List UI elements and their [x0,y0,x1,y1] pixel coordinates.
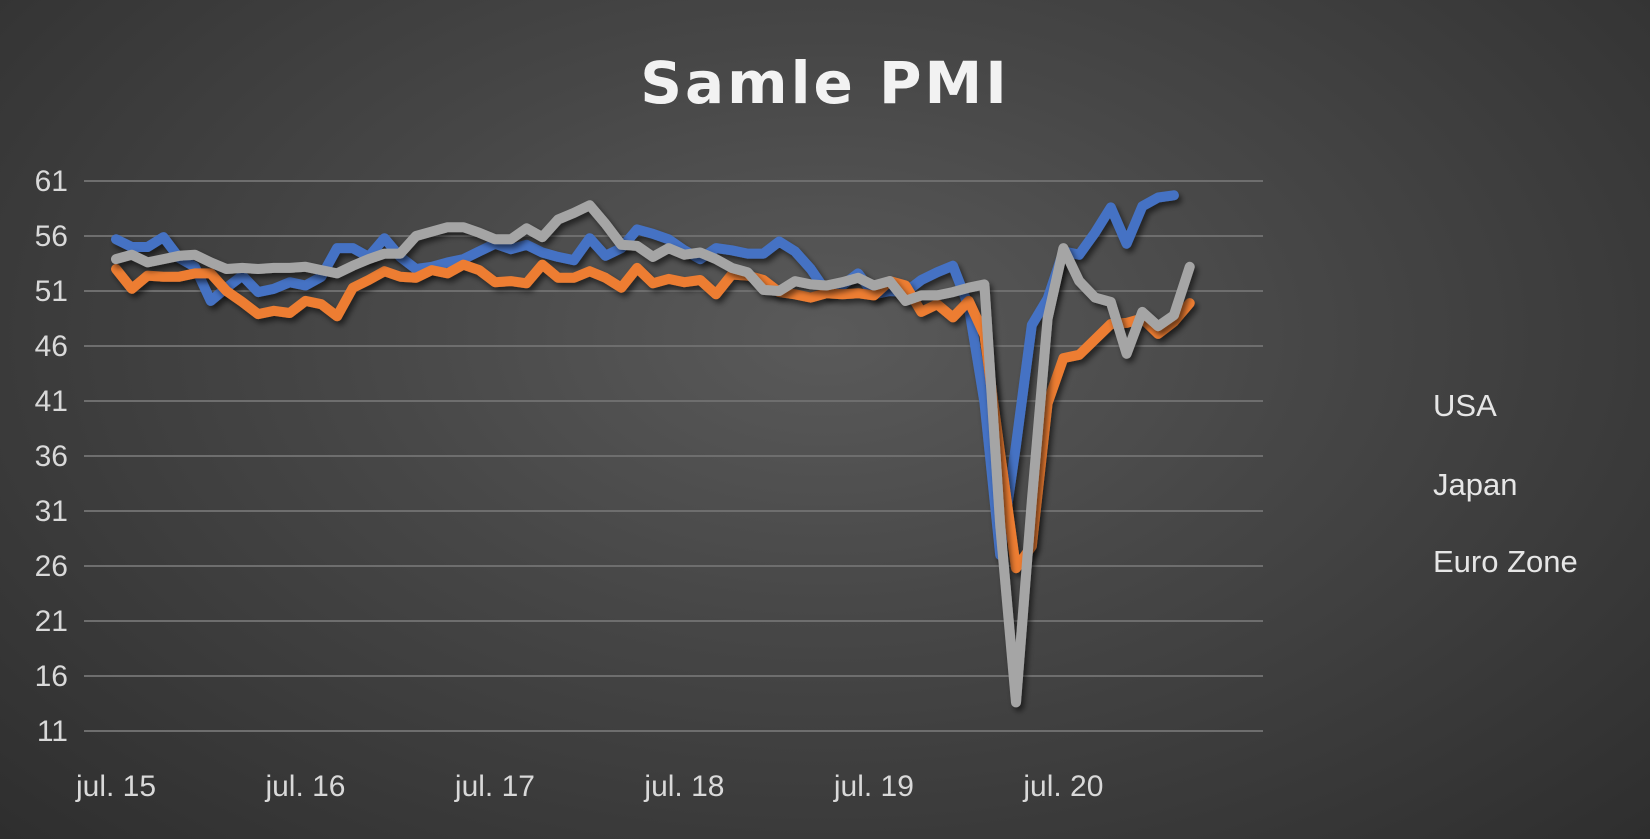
chart-title: Samle PMI [640,49,1010,117]
legend-label: Japan [1433,467,1517,502]
y-axis: 61 56 51 46 41 36 31 26 21 16 11 [35,165,68,748]
y-tick-label: 31 [35,495,68,528]
y-tick-label: 61 [35,165,68,198]
x-tick-label: jul. 18 [643,770,724,803]
y-tick-label: 26 [35,550,68,583]
series-lines [111,190,1195,708]
series-line-japan [111,259,1195,574]
gridlines [84,180,1263,732]
y-tick-label: 11 [37,715,68,748]
legend: USA Japan Euro Zone [1331,388,1578,579]
y-tick-label: 36 [35,440,68,473]
y-tick-label: 16 [35,660,68,693]
x-tick-label: jul. 16 [264,770,345,803]
x-tick-label: jul. 17 [454,770,535,803]
y-tick-label: 21 [35,605,68,638]
y-tick-label: 41 [35,385,68,418]
x-tick-label: jul. 20 [1022,770,1103,803]
y-tick-label: 46 [35,330,68,363]
y-tick-label: 51 [35,275,68,308]
x-tick-label: jul. 15 [75,770,156,803]
y-tick-label: 56 [35,220,68,253]
x-axis: jul. 15 jul. 16 jul. 17 jul. 18 jul. 19 jul. … [75,770,1103,803]
legend-label: Euro Zone [1433,544,1578,579]
series-line-euro-zone [111,200,1195,708]
legend-label: USA [1433,388,1497,423]
x-tick-label: jul. 19 [833,770,914,803]
